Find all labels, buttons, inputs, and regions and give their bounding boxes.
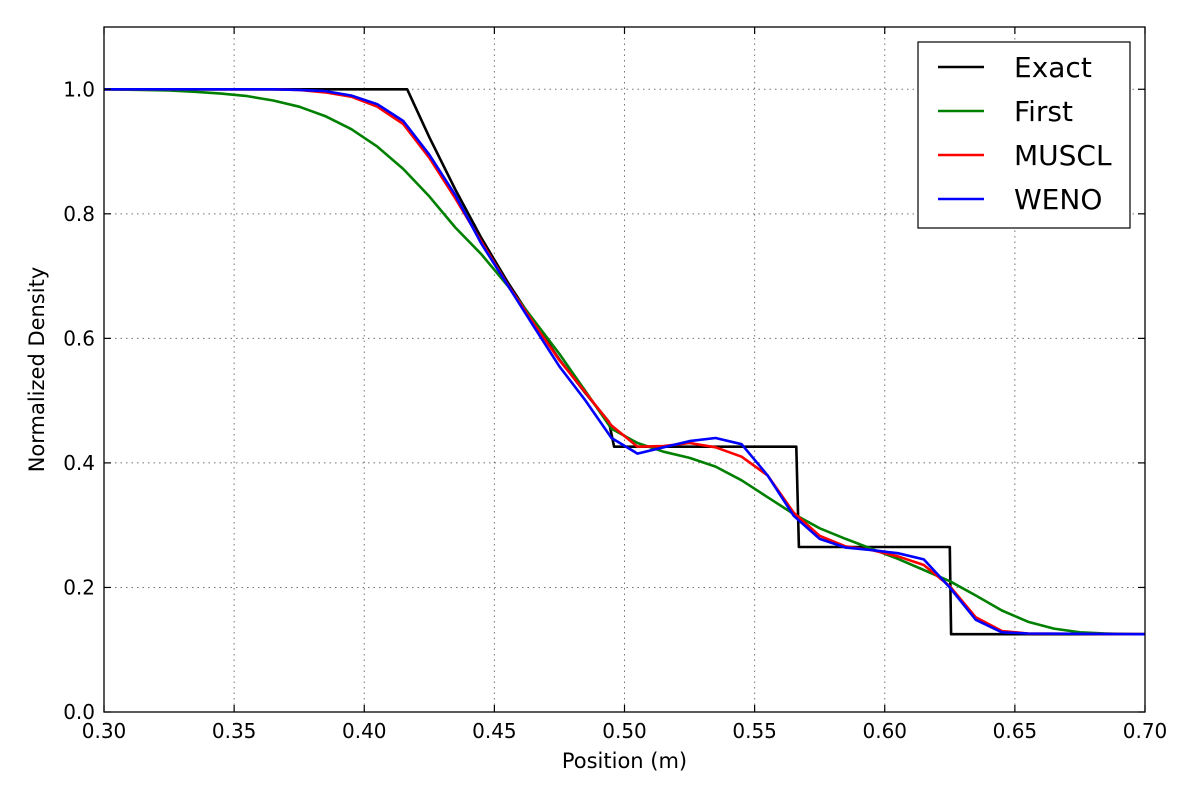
y-tick-label: 0.6: [63, 326, 95, 350]
x-axis-label: Position (m): [562, 749, 687, 773]
y-tick-label: 0.4: [63, 451, 95, 475]
x-tick-label: 0.55: [732, 719, 777, 743]
legend: Exact First MUSCL WENO: [917, 41, 1131, 229]
axis-ticks: 0.30 0.35 0.40 0.45 0.50 0.55 0.60 0.65 0.70 0.0 0…: [63, 27, 1167, 743]
x-tick-label: 0.50: [602, 719, 647, 743]
series-lines: [103, 88, 1146, 636]
x-tick-label: 0.65: [993, 719, 1038, 743]
y-tick-label: 0.2: [63, 575, 95, 599]
legend-label-exact: Exact: [1014, 51, 1092, 84]
x-tick-label: 0.60: [862, 719, 907, 743]
y-tick-label: 0.8: [63, 202, 95, 226]
legend-box: [917, 41, 1131, 229]
y-tick-label: 1.0: [63, 77, 95, 101]
series-line-first: [103, 88, 1145, 636]
y-tick-label: 0.0: [63, 700, 95, 724]
legend-label-muscl: MUSCL: [1014, 139, 1112, 172]
x-tick-label: 0.45: [472, 719, 517, 743]
x-tick-label: 0.40: [342, 719, 387, 743]
series-line-weno: [104, 88, 1146, 636]
y-axis-label: Normalized Density: [25, 267, 49, 473]
legend-label-first: First: [1014, 95, 1073, 128]
legend-label-weno: WENO: [1014, 183, 1102, 216]
x-tick-label: 0.70: [1123, 719, 1168, 743]
x-tick-label: 0.30: [82, 719, 127, 743]
x-tick-label: 0.35: [212, 719, 257, 743]
series-line-muscl: [104, 88, 1146, 636]
